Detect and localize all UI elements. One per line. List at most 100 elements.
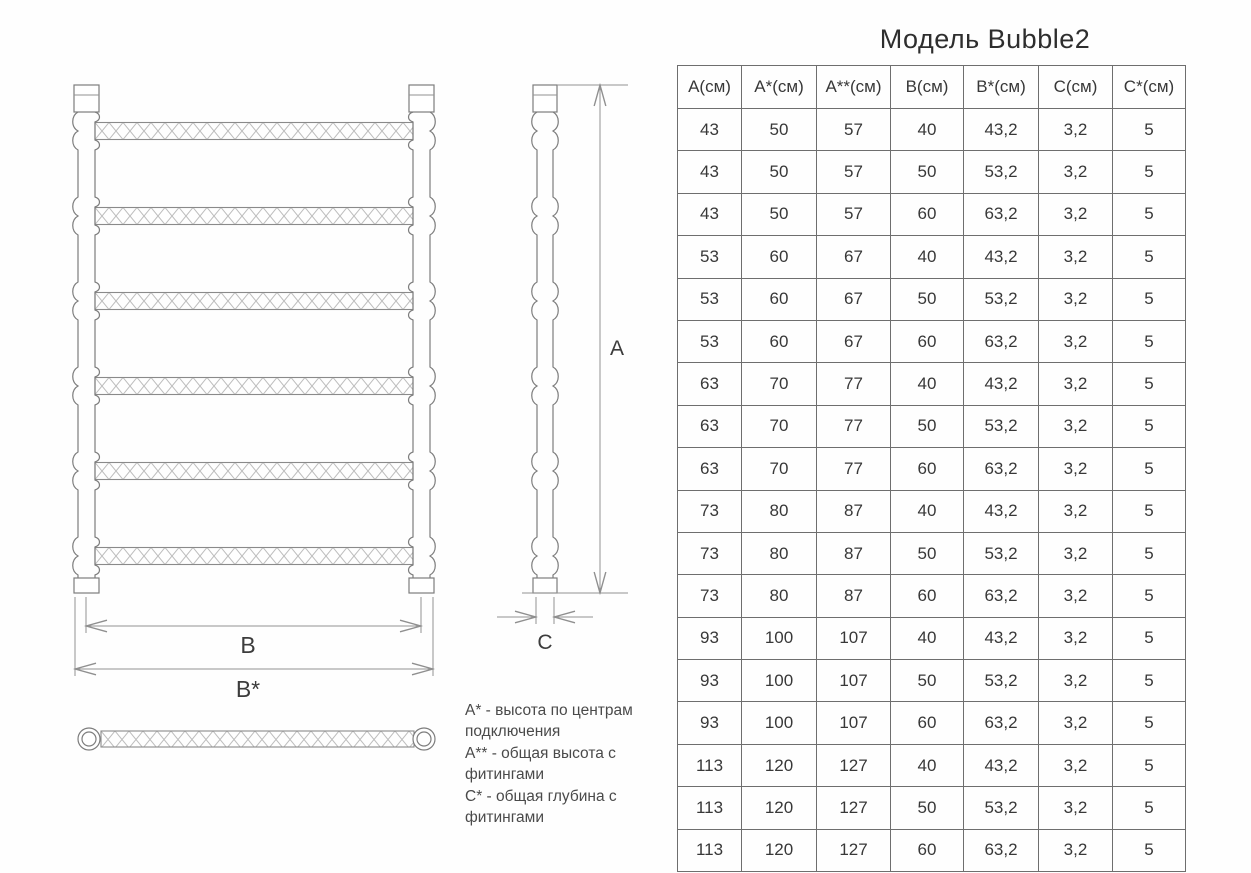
table-cell: 53,2	[963, 786, 1039, 830]
table-cell: 77	[816, 447, 891, 491]
table-cell: 5	[1112, 531, 1186, 576]
post-edge	[551, 111, 559, 579]
table-cell: 50	[741, 150, 817, 194]
table-cell: 5	[1112, 743, 1186, 788]
table-cell: 63,2	[963, 574, 1039, 618]
table-cell: 73	[677, 574, 742, 618]
table-cell: 5	[1112, 235, 1186, 279]
table-cell: 77	[816, 362, 891, 406]
table-cell: 67	[816, 319, 891, 364]
table-cell: 93	[677, 616, 742, 661]
table-cell: 50	[890, 659, 964, 703]
table-cell: 43,2	[963, 362, 1039, 406]
table-cell: 3,2	[1038, 531, 1113, 576]
table-cell: 113	[677, 828, 742, 873]
table-cell: 40	[890, 235, 964, 279]
table-cell: 50	[741, 107, 817, 152]
dimension-legend: А* - высота по центрам подключения А** - …	[465, 700, 665, 828]
table-cell: 60	[890, 447, 964, 491]
dimension-a: А	[522, 85, 628, 593]
front-view-rungs	[94, 121, 414, 566]
post-edge	[531, 111, 539, 579]
dim-label-b: В	[240, 632, 255, 658]
table-cell: 50	[890, 531, 964, 576]
table-row: 113 120 127 50 53,2 3,2 5	[677, 786, 1186, 830]
table-cell: 87	[816, 574, 891, 618]
table-cell: 53,2	[963, 659, 1039, 703]
table-cell: 43	[677, 150, 742, 194]
post-edge	[407, 111, 414, 579]
column-header: С*(см)	[1112, 65, 1186, 109]
table-cell: 3,2	[1038, 192, 1113, 237]
table-cell: 3,2	[1038, 743, 1113, 788]
table-cell: 73	[677, 531, 742, 576]
post-edge	[428, 111, 436, 579]
table-cell: 57	[816, 192, 891, 237]
table-row: 63 70 77 50 53,2 3,2 5	[677, 404, 1186, 449]
table-cell: 113	[677, 743, 742, 788]
table-cell: 60	[741, 235, 817, 279]
rung-bar	[94, 291, 414, 311]
dimension-table: А(см) А*(см) А**(см) В(см) В*(см) С(см) С*(см)…	[677, 65, 1186, 873]
legend-item: А* - высота по центрам подключения	[465, 702, 633, 741]
table-cell: 5	[1112, 659, 1186, 703]
table-row: 43 50 57 40 43,2 3,2 5	[677, 107, 1186, 152]
table-cell: 127	[816, 786, 891, 830]
table-cell: 43,2	[963, 489, 1039, 533]
rung-bar	[94, 376, 414, 396]
rung-top-view	[77, 727, 436, 751]
table-cell: 5	[1112, 192, 1186, 237]
table-cell: 63,2	[963, 319, 1039, 364]
table-cell: 100	[741, 701, 817, 745]
table-cell: 127	[816, 743, 891, 788]
table-cell: 60	[890, 574, 964, 618]
table-cell: 43	[677, 107, 742, 152]
table-cell: 60	[890, 192, 964, 237]
table-cell: 53	[677, 319, 742, 364]
table-cell: 5	[1112, 574, 1186, 618]
table-cell: 3,2	[1038, 616, 1113, 661]
dimension-b-star: В*	[75, 597, 433, 702]
table-row: 53 60 67 60 63,2 3,2 5	[677, 319, 1186, 364]
side-post-collar	[532, 577, 558, 594]
table-cell: 3,2	[1038, 447, 1113, 491]
table-cell: 73	[677, 489, 742, 533]
table-cell: 40	[890, 107, 964, 152]
right-post-cap	[408, 84, 435, 113]
dim-label-b-star: В*	[236, 676, 260, 702]
table-cell: 3,2	[1038, 659, 1113, 703]
table-row: 113 120 127 60 63,2 3,2 5	[677, 828, 1186, 873]
table-cell: 57	[816, 150, 891, 194]
table-cell: 53,2	[963, 277, 1039, 321]
table-cell: 80	[741, 574, 817, 618]
table-cell: 60	[890, 319, 964, 364]
table-cell: 3,2	[1038, 404, 1113, 449]
table-cell: 53,2	[963, 531, 1039, 576]
table-row: 63 70 77 60 63,2 3,2 5	[677, 447, 1186, 491]
table-cell: 80	[741, 489, 817, 533]
table-cell: 70	[741, 447, 817, 491]
table-cell: 67	[816, 277, 891, 321]
table-cell: 63	[677, 362, 742, 406]
table-cell: 60	[890, 828, 964, 873]
table-header-row: А(см) А*(см) А**(см) В(см) В*(см) С(см) С*(см)	[677, 65, 1186, 109]
table-row: 73 80 87 40 43,2 3,2 5	[677, 489, 1186, 533]
front-view-posts	[73, 84, 435, 594]
table-row: 93 100 107 40 43,2 3,2 5	[677, 616, 1186, 661]
table-cell: 93	[677, 659, 742, 703]
column-header: А(см)	[677, 65, 742, 109]
table-cell: 40	[890, 743, 964, 788]
table-row: 63 70 77 40 43,2 3,2 5	[677, 362, 1186, 406]
table-cell: 3,2	[1038, 277, 1113, 321]
table-cell: 5	[1112, 701, 1186, 745]
table-cell: 120	[741, 743, 817, 788]
post-edge	[72, 111, 80, 579]
table-cell: 3,2	[1038, 107, 1113, 152]
table-cell: 3,2	[1038, 319, 1113, 364]
table-cell: 60	[741, 277, 817, 321]
table-cell: 5	[1112, 362, 1186, 406]
table-cell: 63,2	[963, 447, 1039, 491]
table-cell: 87	[816, 531, 891, 576]
left-ring-inner	[81, 731, 97, 747]
